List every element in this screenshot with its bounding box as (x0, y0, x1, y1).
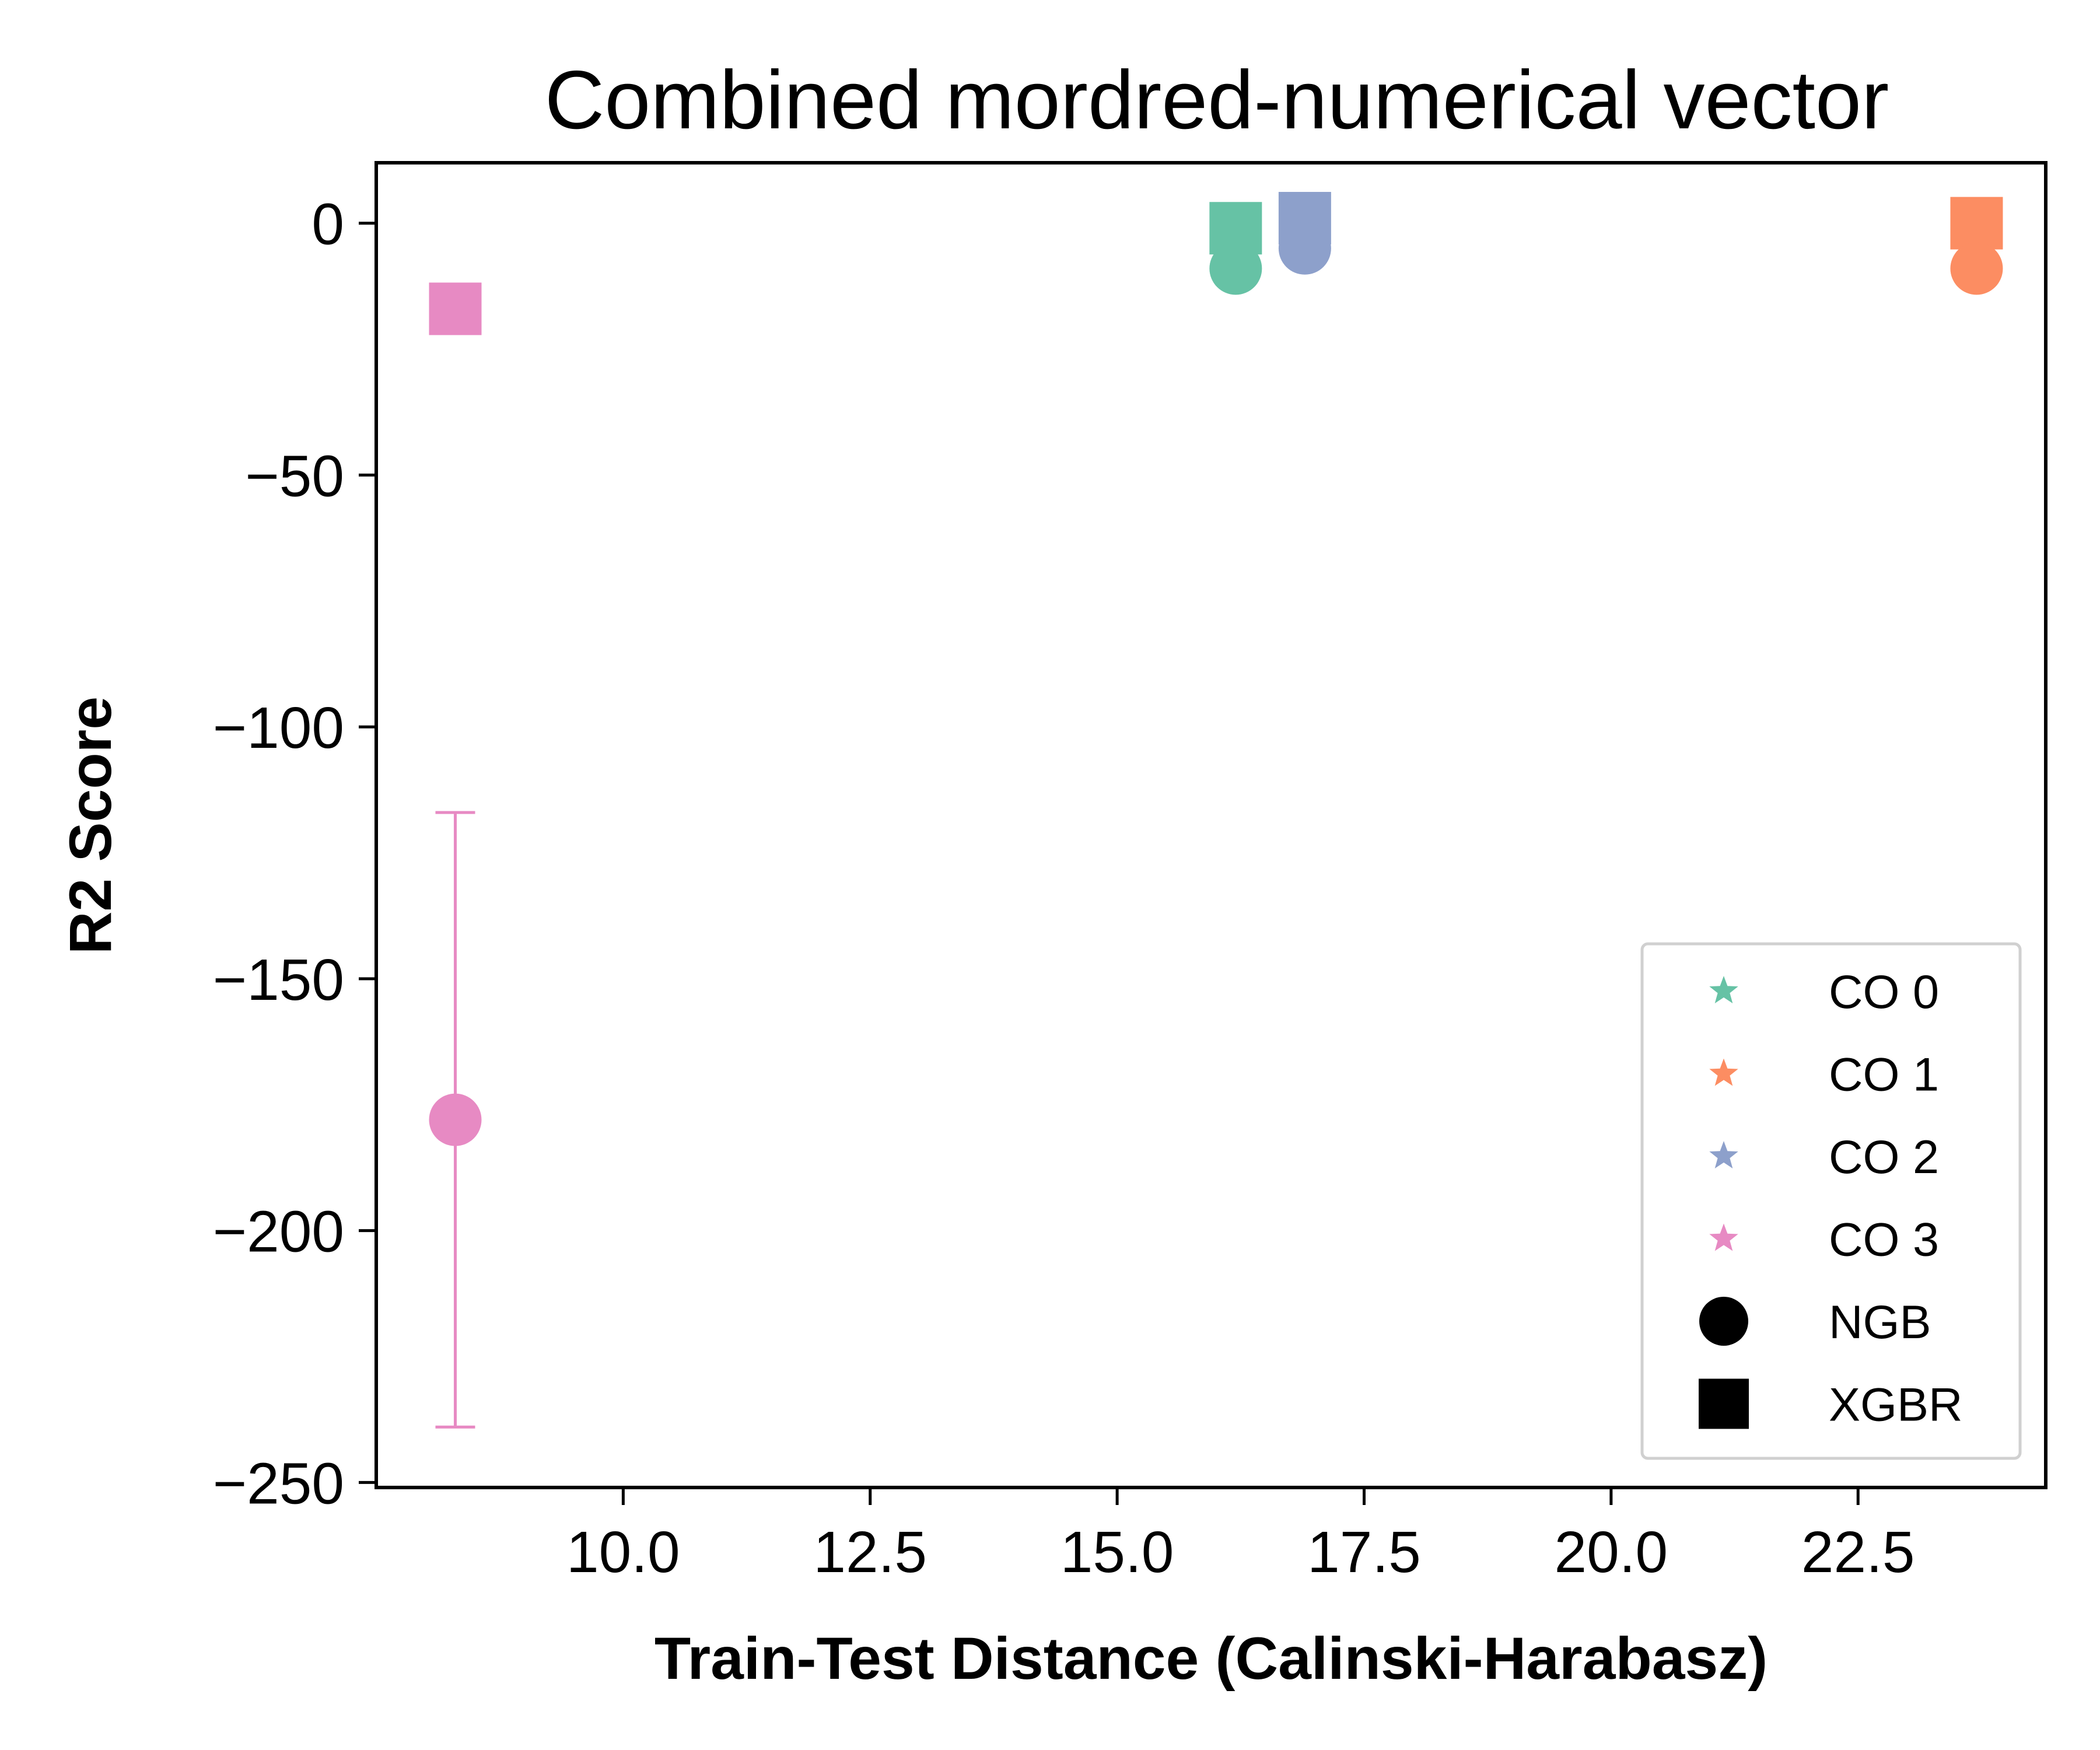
x-tick-label: 15.0 (1060, 1520, 1174, 1585)
x-tick-label: 17.5 (1307, 1520, 1421, 1585)
legend-label-xgbr: XGBR (1829, 1379, 1963, 1432)
x-tick-label: 10.0 (566, 1520, 680, 1585)
y-axis-label: R2 Score (57, 696, 124, 954)
legend-label-co-3: CO 3 (1829, 1214, 1939, 1266)
x-axis: 10.0 12.5 15.0 17.5 20.0 22.5 (566, 1488, 1915, 1585)
point-co-0-ngb (1209, 242, 1262, 295)
y-tick-label: −200 (213, 1199, 344, 1265)
point-co-1-ngb (1950, 242, 2003, 295)
x-axis-label: Train-Test Distance (Calinski-Harabasz) (654, 1625, 1768, 1692)
legend-label-co-1: CO 1 (1829, 1049, 1939, 1101)
plot-frame (374, 161, 2048, 1489)
x-tick-label: 22.5 (1801, 1520, 1915, 1585)
x-tick-label: 12.5 (813, 1520, 927, 1585)
legend-marker-co-2 (1709, 1141, 1738, 1168)
legend-marker-co-3 (1709, 1223, 1738, 1251)
y-axis: 0 −50 −100 −150 −200 −250 (213, 192, 376, 1516)
legend-marker-co-1 (1709, 1058, 1738, 1086)
point-co-1-xgbr (1950, 197, 2003, 250)
y-tick-label: −50 (245, 443, 344, 509)
legend-label-co-2: CO 2 (1829, 1131, 1939, 1184)
point-co-3-ngb (429, 1093, 482, 1146)
legend-marker-co-0 (1709, 976, 1738, 1003)
point-co-2-ngb (1278, 222, 1331, 275)
point-co-3-xgbr (429, 282, 482, 335)
legend-label-ngb: NGB (1829, 1296, 1931, 1349)
y-tick-label: −150 (213, 947, 344, 1013)
chart-title: Combined mordred-numerical vector (545, 54, 1889, 146)
legend-marker-ngb (1699, 1297, 1748, 1346)
y-tick-label: 0 (312, 192, 344, 257)
plot-marks (429, 191, 2003, 1429)
legend-label-co-0: CO 0 (1829, 966, 1939, 1019)
legend: CO 0 CO 1 CO 2 CO 3 NGB XGBR (1640, 942, 2022, 1460)
y-tick-label: −100 (213, 695, 344, 761)
legend-marker-xgbr (1699, 1378, 1749, 1429)
x-tick-label: 20.0 (1555, 1520, 1668, 1585)
y-tick-label: −250 (213, 1451, 344, 1516)
